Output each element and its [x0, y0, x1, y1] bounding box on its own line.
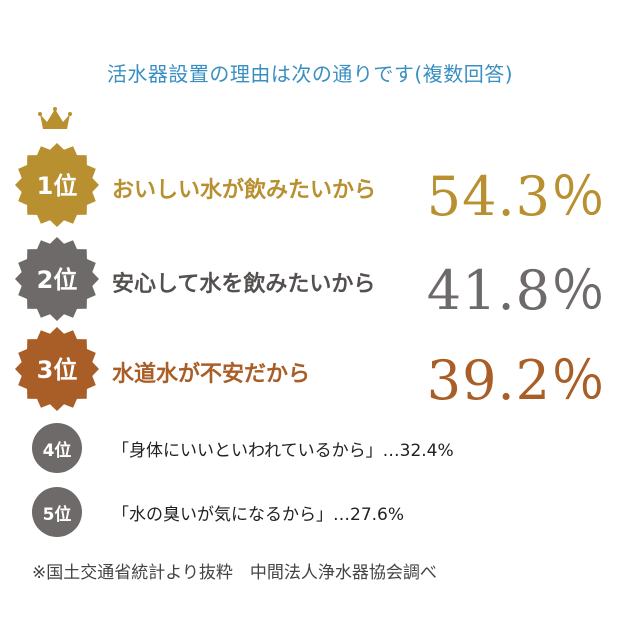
rank-badge-1: 1位 [14, 142, 100, 228]
rank-badge-3-seal: 3位 [15, 327, 99, 411]
rank-badge-1-seal: 1位 [15, 143, 99, 227]
rank-badge-4: 4位 [32, 423, 82, 473]
rank-badge-2-seal: 2位 [15, 237, 99, 321]
percent-value-1: 54.3％ [426, 165, 606, 228]
rank-badge-2-label: 2位 [37, 266, 78, 294]
percent-value-2: 41.8％ [426, 259, 606, 322]
percent-value-3: 39.2％ [426, 349, 606, 412]
reason-label-3: 水道水が不安だから [112, 362, 311, 387]
crown-icon [38, 106, 72, 136]
chart-title: 活水器設置の理由は次の通りです(複数回答) [106, 62, 514, 86]
rank-badge-2: 2位 [14, 236, 100, 322]
rank-badge-3-label: 3位 [37, 356, 78, 384]
reason-label-2: 安心して水を飲みたいから [112, 272, 376, 297]
rank-badge-1-label: 1位 [37, 172, 78, 200]
rank-badge-5: 5位 [32, 487, 82, 537]
reason-label-1: おいしい水が飲みたいから [112, 178, 377, 203]
reason-label-5: 「水の臭いが気になるから」…27.6% [112, 505, 405, 525]
source-footnote: ※国土交通省統計より抜粋 中間法人浄水器協会調べ [32, 563, 437, 583]
reason-label-4: 「身体にいいといわれているから」…32.4% [112, 441, 454, 461]
rank-badge-3: 3位 [14, 326, 100, 412]
